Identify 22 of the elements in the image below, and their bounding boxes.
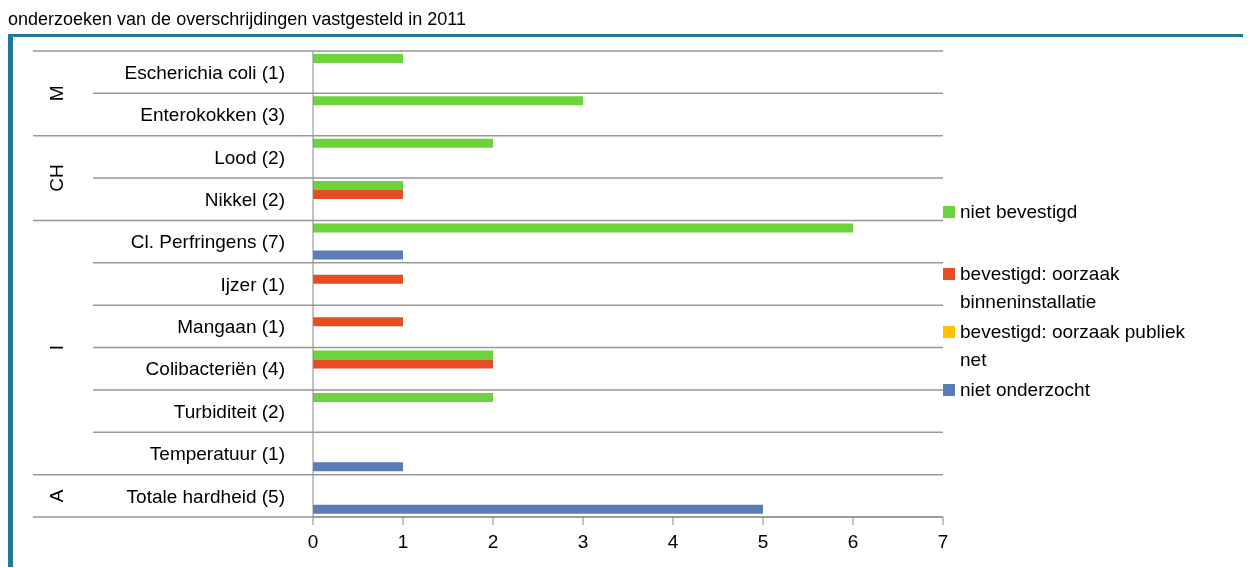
y-tick-label: Nikkel (2) [204, 189, 285, 211]
x-tick-label: 7 [937, 531, 949, 553]
y-tick-label: Enterokokken (3) [140, 104, 285, 126]
y-tick-label: Escherichia coli (1) [124, 61, 285, 83]
y-tick-label: Ijzer (1) [220, 273, 285, 295]
legend-label: niet bevestigd [960, 200, 1078, 224]
x-tick-label: 5 [757, 531, 769, 553]
y-tick-label: Mangaan (1) [177, 316, 285, 338]
x-tick-label: 6 [847, 531, 859, 553]
y-tick-label: Turbiditeit (2) [173, 400, 285, 422]
y-tick-label: Totale hardheid (5) [126, 485, 285, 507]
x-tick-label: 0 [307, 531, 319, 553]
x-tick-label: 1 [397, 531, 409, 553]
y-tick-label: Lood (2) [214, 146, 285, 168]
y-tick-label: Cl. Perfringens (7) [130, 231, 285, 253]
y-tick-label: Temperatuur (1) [149, 443, 285, 465]
legend-label: niet onderzocht [960, 378, 1090, 402]
x-tick-label: 3 [577, 531, 589, 553]
chart-title: onderzoeken van de overschrijdingen vastgesteld in 2011 [8, 8, 467, 30]
y-tick-label: Colibacteriën (4) [145, 358, 285, 380]
x-tick-label: 4 [667, 531, 679, 553]
x-tick-label: 2 [487, 531, 499, 553]
